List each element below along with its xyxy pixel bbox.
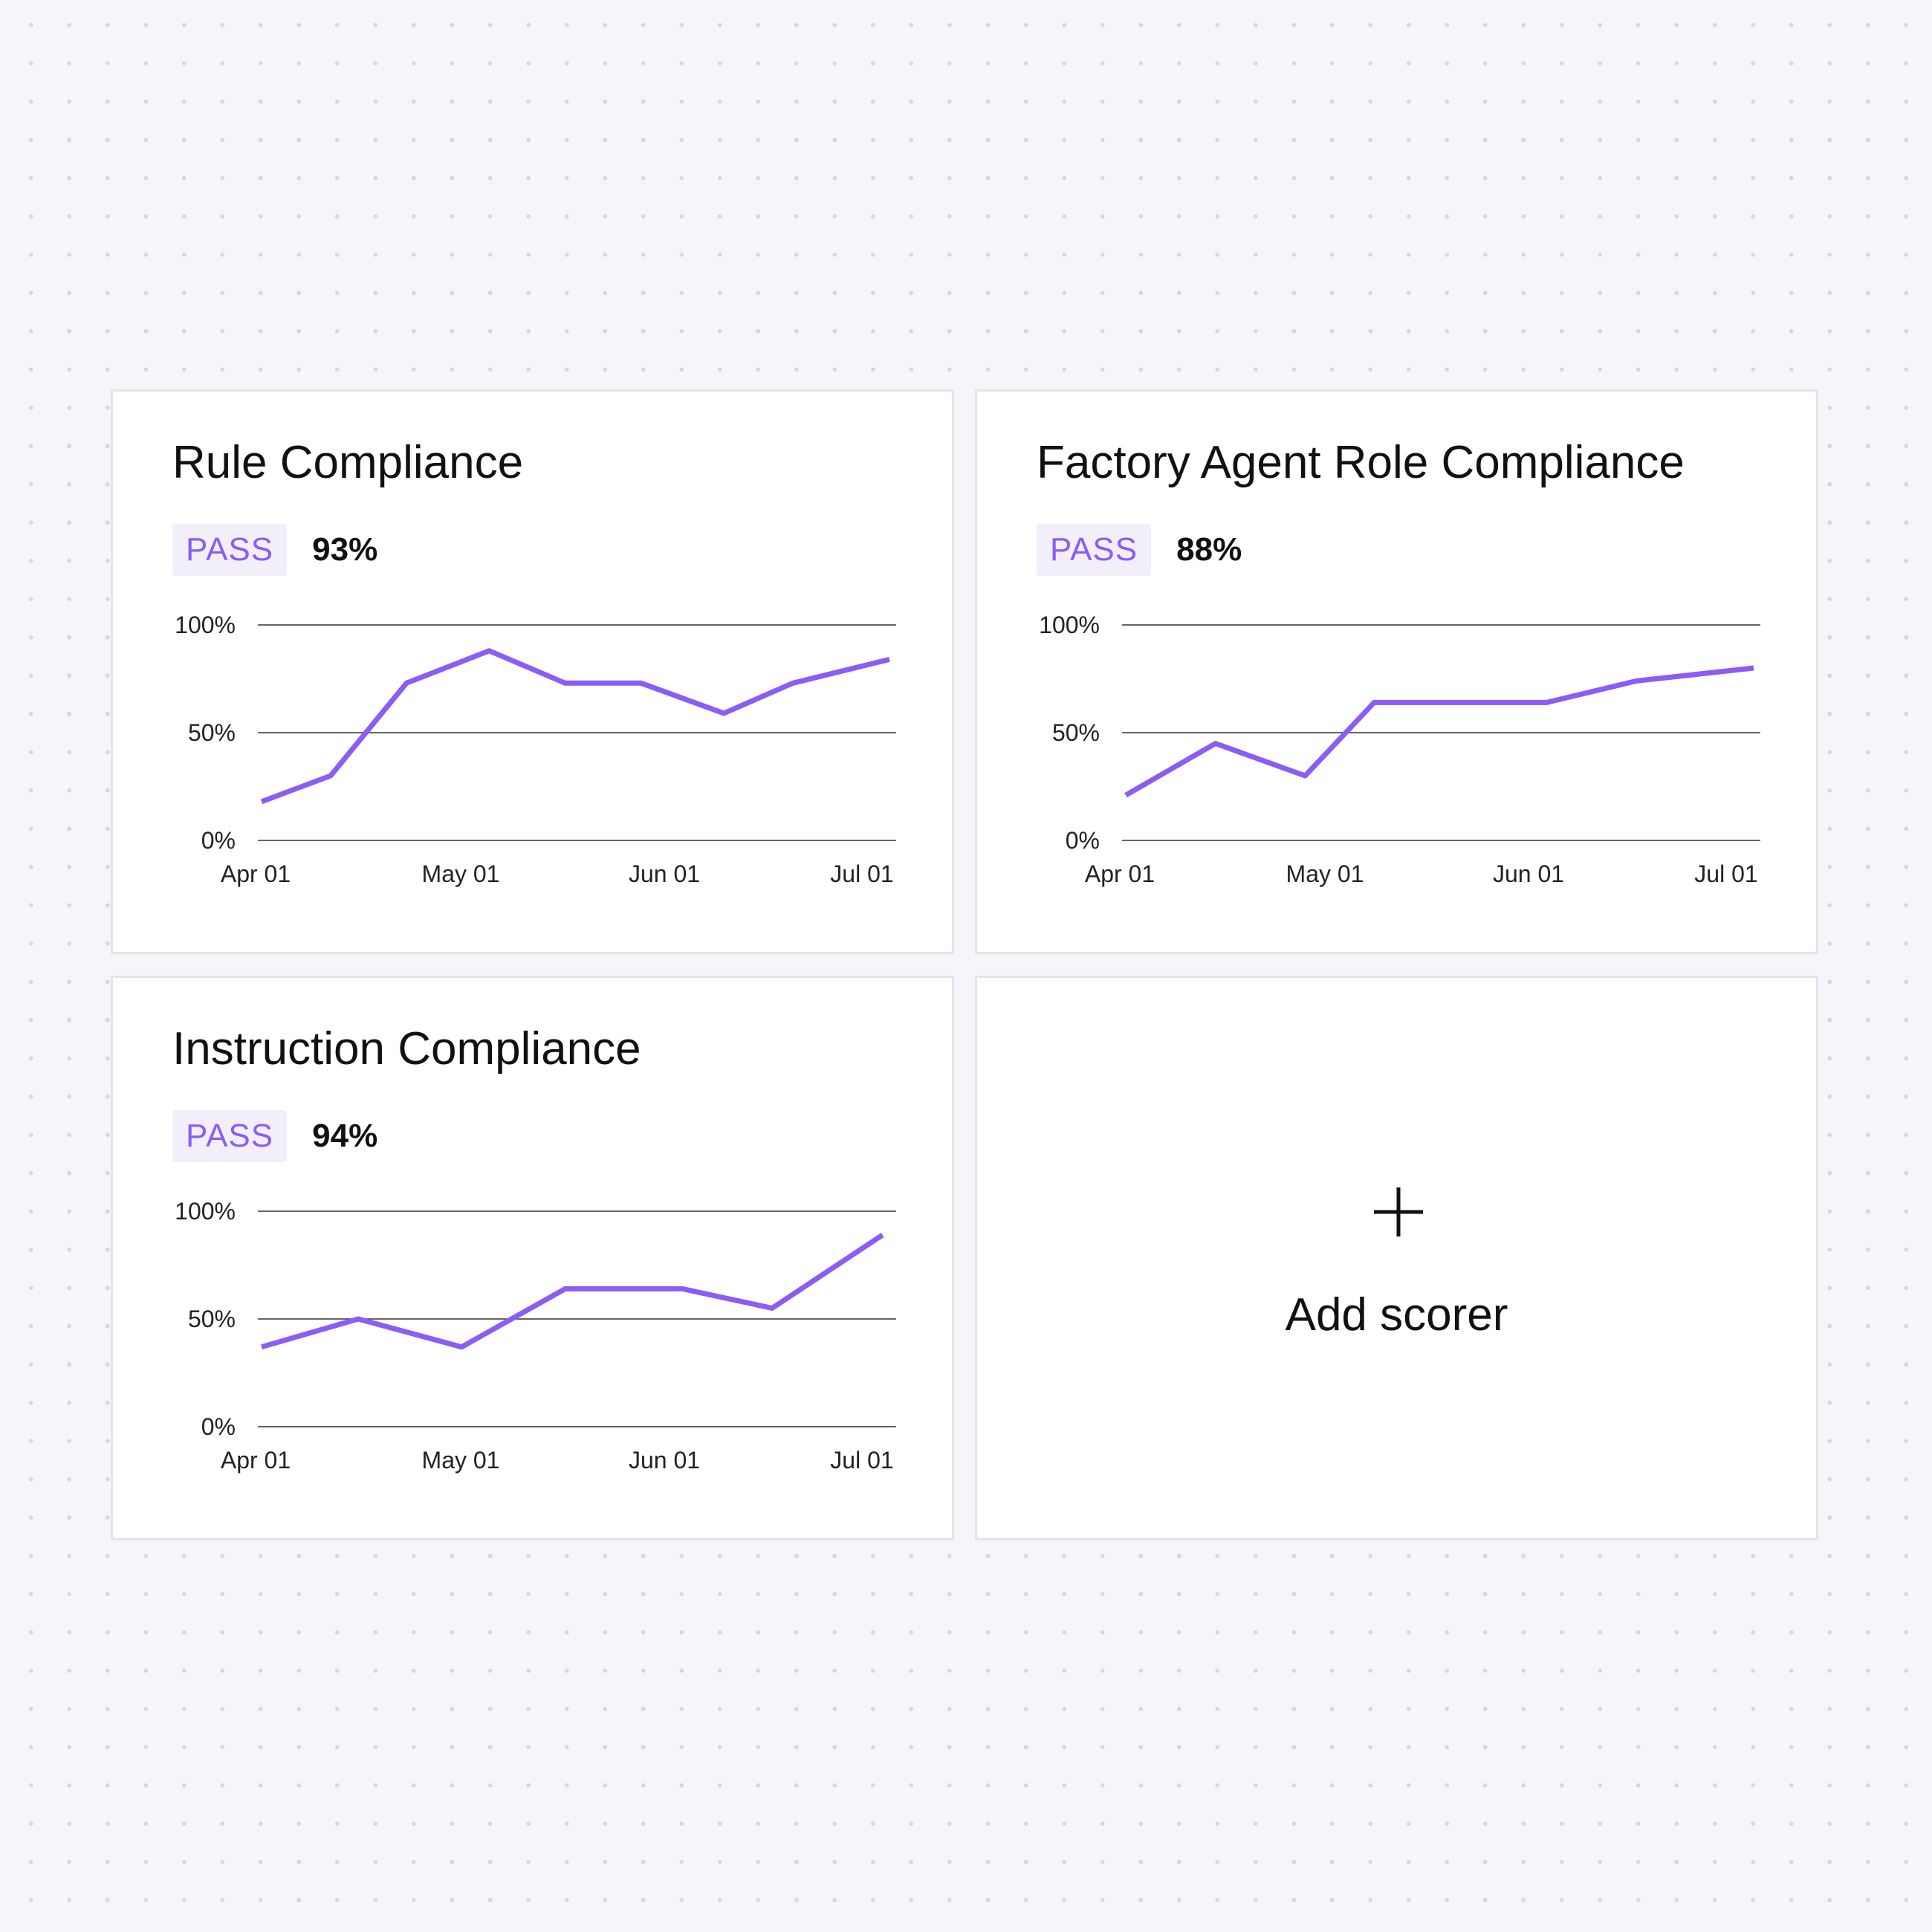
compliance-chart: 0% 50% 100% Apr 01 May 01 Jun 01 Jul 01 <box>175 1198 896 1474</box>
scorer-card-instruction-compliance[interactable]: Instruction Compliance PASS 94% 0% 50% 100… <box>111 976 954 1540</box>
x-tick-label: Jul 01 <box>830 1447 893 1474</box>
scorer-card-rule-compliance[interactable]: Rule Compliance PASS 93% 0% 50% 100% Apr 01… <box>111 389 954 954</box>
score-row: PASS 88% <box>1037 524 1242 576</box>
card-title: Instruction Compliance <box>172 1023 641 1074</box>
score-row: PASS 93% <box>172 524 377 576</box>
status-badge: PASS <box>1037 524 1152 576</box>
card-title: Rule Compliance <box>172 437 524 488</box>
x-tick-label: Jun 01 <box>1493 860 1564 887</box>
y-tick-label: 50% <box>188 1306 236 1332</box>
scorer-card-factory-agent-role-compliance[interactable]: Factory Agent Role Compliance PASS 88% 0… <box>975 389 1818 954</box>
x-tick-label: May 01 <box>422 860 500 887</box>
x-tick-label: Apr 01 <box>221 860 291 887</box>
add-scorer-card[interactable]: Add scorer <box>975 976 1818 1540</box>
y-tick-label: 50% <box>188 719 236 746</box>
plus-icon <box>1374 1187 1423 1236</box>
series-line <box>261 1232 884 1350</box>
series-line <box>1124 665 1754 798</box>
score-value: 94% <box>312 1118 378 1154</box>
y-tick-label: 100% <box>175 612 236 638</box>
x-tick-label: Jun 01 <box>629 1447 700 1474</box>
x-tick-label: Jul 01 <box>830 860 893 887</box>
y-tick-label: 0% <box>1066 827 1100 854</box>
score-value: 93% <box>312 531 378 568</box>
y-tick-label: 100% <box>1039 612 1100 638</box>
compliance-chart: 0% 50% 100% Apr 01 May 01 Jun 01 Jul 01 <box>175 612 896 887</box>
status-badge: PASS <box>172 1110 288 1162</box>
card-title: Factory Agent Role Compliance <box>1037 437 1685 488</box>
x-tick-label: May 01 <box>1286 860 1364 887</box>
y-tick-label: 50% <box>1052 719 1100 746</box>
add-scorer-label: Add scorer <box>1285 1289 1508 1341</box>
y-tick-label: 0% <box>201 1413 236 1440</box>
y-tick-label: 100% <box>175 1198 236 1225</box>
status-badge: PASS <box>172 524 288 576</box>
score-value: 88% <box>1176 531 1242 568</box>
x-tick-label: Apr 01 <box>221 1447 291 1474</box>
series-line <box>260 648 890 805</box>
compliance-chart: 0% 50% 100% Apr 01 May 01 Jun 01 Jul 01 <box>1039 612 1760 887</box>
score-row: PASS 94% <box>172 1110 377 1162</box>
x-tick-label: May 01 <box>422 1447 500 1474</box>
x-tick-label: Apr 01 <box>1085 860 1155 887</box>
x-tick-label: Jul 01 <box>1694 860 1757 887</box>
x-tick-label: Jun 01 <box>629 860 700 887</box>
y-tick-label: 0% <box>201 827 236 854</box>
